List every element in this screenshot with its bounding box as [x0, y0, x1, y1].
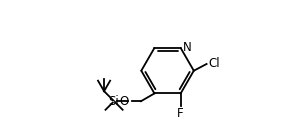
- Text: N: N: [183, 41, 192, 54]
- Text: Si: Si: [109, 95, 119, 108]
- Text: F: F: [177, 107, 184, 120]
- Text: Cl: Cl: [208, 57, 220, 70]
- Text: O: O: [120, 95, 129, 108]
